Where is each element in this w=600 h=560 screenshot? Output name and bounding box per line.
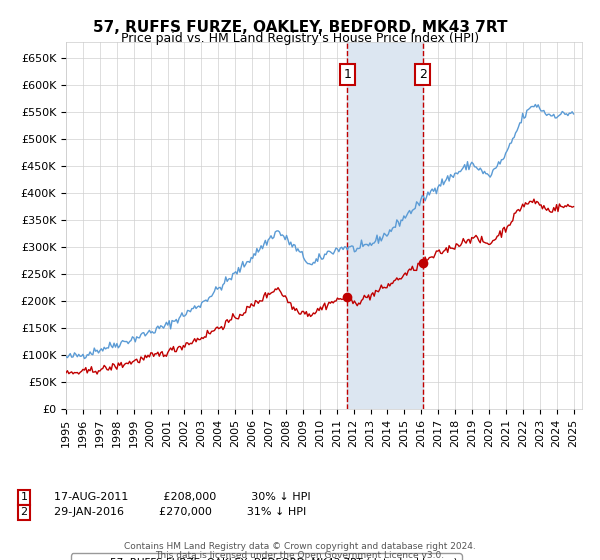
Text: 2: 2 — [20, 507, 28, 517]
Text: 17-AUG-2011          £208,000          30% ↓ HPI: 17-AUG-2011 £208,000 30% ↓ HPI — [54, 492, 311, 502]
Bar — [347, 42, 422, 409]
Text: 1: 1 — [343, 68, 351, 81]
Text: This data is licensed under the Open Government Licence v3.0.: This data is licensed under the Open Gov… — [155, 551, 445, 560]
Text: 1: 1 — [20, 492, 28, 502]
Text: Price paid vs. HM Land Registry's House Price Index (HPI): Price paid vs. HM Land Registry's House … — [121, 32, 479, 45]
Legend: 57, RUFFS FURZE, OAKLEY, BEDFORD, MK43 7RT (detached house), HPI: Average price,: 57, RUFFS FURZE, OAKLEY, BEDFORD, MK43 7… — [71, 553, 461, 560]
Text: 2: 2 — [419, 68, 427, 81]
Text: Contains HM Land Registry data © Crown copyright and database right 2024.: Contains HM Land Registry data © Crown c… — [124, 542, 476, 551]
Text: 29-JAN-2016          £270,000          31% ↓ HPI: 29-JAN-2016 £270,000 31% ↓ HPI — [54, 507, 306, 517]
Text: 57, RUFFS FURZE, OAKLEY, BEDFORD, MK43 7RT: 57, RUFFS FURZE, OAKLEY, BEDFORD, MK43 7… — [93, 20, 507, 35]
